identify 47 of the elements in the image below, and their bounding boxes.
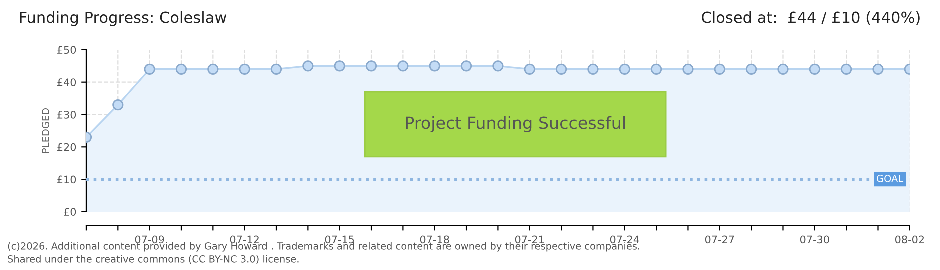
y-tick-label: £20: [58, 143, 76, 152]
point: [714, 64, 726, 75]
point: [239, 64, 250, 75]
x-tick-label: 08-02: [895, 236, 924, 244]
chart-subtitle: Closed at: £44 / £10 (440%): [702, 12, 920, 26]
point: [302, 60, 314, 72]
point: [492, 60, 504, 72]
point: [841, 64, 852, 75]
point: [619, 64, 630, 75]
y-axis-title: PLEDGED: [42, 108, 50, 154]
point: [556, 64, 568, 75]
text: (c)2026. Additional content provided by Gary Howard . Trademarks and related content are owned by their respective companies.: [8, 242, 640, 252]
y-tick-label: £50: [58, 46, 76, 54]
y-tick-label: £40: [58, 78, 76, 86]
x-tick-label: 07-30: [800, 236, 830, 244]
x-tick-label: 07-12: [230, 236, 259, 244]
x-tick-label: 07-27: [705, 236, 734, 244]
x-tick-label: 07-15: [325, 236, 354, 244]
x-tick-label: 07-24: [610, 236, 640, 244]
point: [460, 60, 472, 72]
point: [208, 64, 219, 75]
point: [746, 64, 758, 75]
point: [872, 64, 884, 75]
point: [398, 60, 409, 72]
point: [682, 64, 694, 75]
chart-title: Funding Progress: Coleslaw: [20, 12, 227, 26]
point: [176, 64, 188, 75]
y-tick-label: £10: [58, 176, 76, 184]
annotation: Project Funding Successful: [406, 116, 626, 133]
point: [112, 99, 124, 111]
text: Shared under the creative commons (CC BY-NC 3.0) license.: [8, 255, 299, 264]
point: [334, 60, 346, 72]
point: [588, 64, 599, 75]
point: [366, 60, 378, 72]
y-tick-label: £30: [58, 110, 76, 119]
x-tick-label: 07-09: [135, 236, 164, 244]
point: [144, 64, 156, 75]
point: [270, 64, 282, 75]
ref-line-label: GOAL: [877, 175, 904, 182]
point: [429, 60, 440, 72]
x-tick-label: 07-21: [515, 236, 544, 244]
y-tick-label: £0: [64, 208, 76, 216]
point: [651, 64, 662, 75]
point: [778, 64, 789, 75]
point: [524, 64, 536, 75]
point: [809, 64, 820, 75]
x-tick-label: 07-18: [420, 236, 450, 244]
